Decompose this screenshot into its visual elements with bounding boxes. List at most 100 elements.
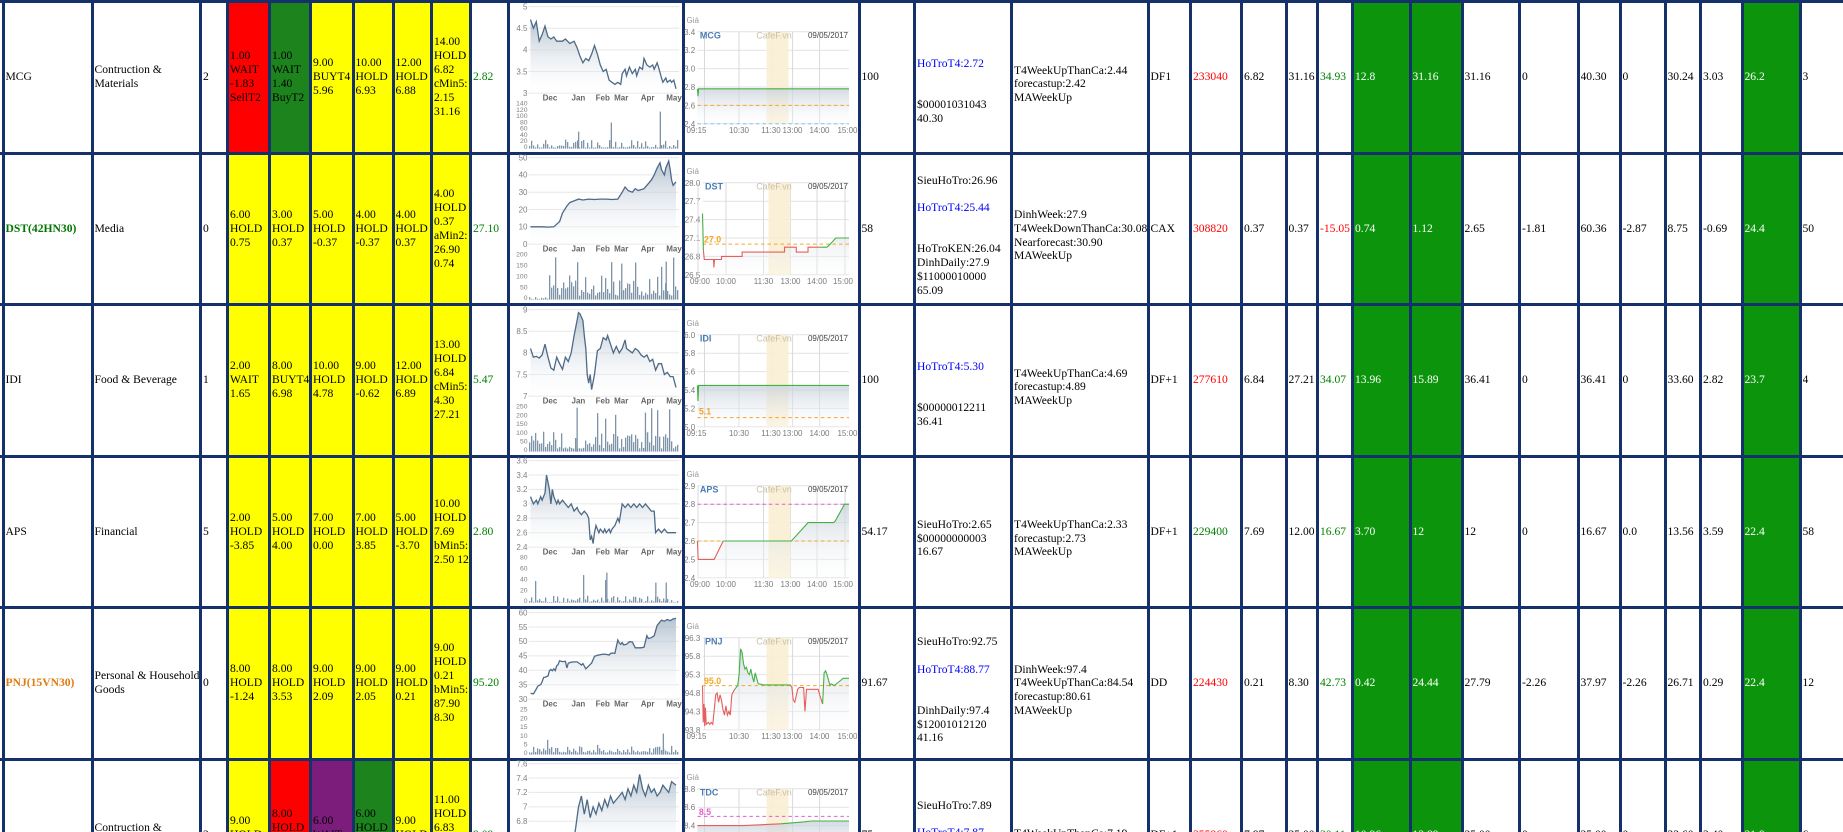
- svg-text:9: 9: [523, 305, 528, 314]
- svg-text:96.3: 96.3: [685, 633, 701, 642]
- svg-text:8.5: 8.5: [516, 327, 528, 336]
- svg-text:5.1: 5.1: [699, 406, 711, 416]
- svg-text:8: 8: [523, 348, 528, 357]
- svg-text:60: 60: [519, 608, 528, 617]
- svg-text:0: 0: [524, 447, 528, 454]
- svg-text:11:30: 11:30: [761, 428, 781, 437]
- svg-text:0: 0: [524, 598, 528, 605]
- svg-text:7: 7: [523, 391, 528, 400]
- svg-text:09/05/2017: 09/05/2017: [808, 637, 849, 646]
- svg-text:60: 60: [520, 566, 528, 573]
- svg-text:14:00: 14:00: [809, 428, 830, 437]
- svg-text:5.0: 5.0: [684, 422, 696, 431]
- svg-text:3: 3: [523, 88, 528, 97]
- svg-text:11:30: 11:30: [761, 731, 781, 740]
- svg-text:100: 100: [516, 113, 528, 120]
- svg-text:09:15: 09:15: [686, 428, 707, 437]
- svg-text:May: May: [666, 93, 682, 102]
- svg-text:30: 30: [519, 694, 528, 703]
- svg-text:Mar: Mar: [614, 93, 628, 102]
- svg-text:55: 55: [519, 622, 528, 631]
- svg-text:09/05/2017: 09/05/2017: [808, 334, 849, 343]
- svg-text:50: 50: [520, 284, 528, 291]
- svg-text:15:00: 15:00: [833, 277, 854, 286]
- svg-text:09/05/2017: 09/05/2017: [808, 788, 849, 797]
- svg-text:IDI: IDI: [700, 333, 712, 343]
- svg-text:Apr: Apr: [641, 699, 655, 708]
- svg-text:15:00: 15:00: [837, 731, 858, 740]
- svg-text:11:30: 11:30: [761, 125, 781, 134]
- svg-text:10:30: 10:30: [729, 731, 750, 740]
- svg-text:4.5: 4.5: [516, 24, 528, 33]
- svg-text:20: 20: [520, 138, 528, 145]
- svg-text:100: 100: [516, 274, 528, 281]
- svg-text:Mar: Mar: [614, 548, 628, 557]
- svg-text:DST: DST: [705, 182, 724, 192]
- svg-text:2.8: 2.8: [684, 83, 696, 92]
- svg-text:09/05/2017: 09/05/2017: [808, 485, 849, 494]
- svg-text:Jan: Jan: [572, 245, 586, 254]
- svg-text:Giá: Giá: [687, 319, 700, 328]
- svg-text:Mar: Mar: [614, 699, 628, 708]
- svg-text:80: 80: [520, 555, 528, 562]
- svg-text:CafeF.vn: CafeF.vn: [756, 30, 792, 40]
- svg-text:Jan: Jan: [572, 699, 586, 708]
- svg-text:20: 20: [520, 587, 528, 594]
- svg-text:Feb: Feb: [596, 396, 610, 405]
- svg-text:95.3: 95.3: [685, 670, 701, 679]
- svg-text:2.5: 2.5: [684, 555, 696, 564]
- svg-text:Giá: Giá: [687, 622, 700, 631]
- svg-text:15:00: 15:00: [837, 125, 858, 134]
- svg-text:2.6: 2.6: [684, 537, 696, 546]
- svg-text:09:00: 09:00: [690, 277, 711, 286]
- svg-text:09:15: 09:15: [686, 731, 707, 740]
- svg-text:CafeF.vn: CafeF.vn: [756, 333, 792, 343]
- svg-text:15: 15: [520, 724, 528, 731]
- svg-text:Jan: Jan: [572, 396, 586, 405]
- svg-text:15:00: 15:00: [837, 428, 858, 437]
- svg-text:CafeF.vn: CafeF.vn: [756, 182, 792, 192]
- svg-text:MCG: MCG: [700, 30, 721, 40]
- svg-text:11:30: 11:30: [754, 277, 774, 286]
- svg-text:0: 0: [524, 295, 528, 302]
- svg-text:Dec: Dec: [543, 93, 558, 102]
- svg-text:2.4: 2.4: [684, 119, 696, 128]
- svg-text:09/05/2017: 09/05/2017: [808, 182, 849, 191]
- svg-text:3.2: 3.2: [684, 46, 696, 55]
- svg-text:2.9: 2.9: [684, 482, 696, 491]
- svg-text:7.4: 7.4: [516, 774, 528, 783]
- svg-text:50: 50: [519, 153, 528, 162]
- svg-text:150: 150: [516, 421, 528, 428]
- svg-text:94.8: 94.8: [685, 689, 701, 698]
- svg-text:200: 200: [516, 252, 528, 259]
- svg-text:Feb: Feb: [596, 548, 610, 557]
- svg-text:2.8: 2.8: [516, 514, 528, 523]
- svg-text:13:00: 13:00: [780, 277, 801, 286]
- svg-text:May: May: [666, 396, 682, 405]
- svg-text:3.4: 3.4: [516, 471, 528, 480]
- svg-text:28.0: 28.0: [685, 179, 701, 188]
- svg-text:Feb: Feb: [596, 93, 610, 102]
- svg-text:0: 0: [523, 240, 528, 249]
- svg-text:3.4: 3.4: [684, 27, 696, 36]
- svg-text:2.8: 2.8: [684, 500, 696, 509]
- svg-text:May: May: [666, 699, 682, 708]
- svg-text:10:00: 10:00: [716, 277, 737, 286]
- svg-text:20: 20: [520, 715, 528, 722]
- svg-text:8.4: 8.4: [684, 822, 696, 831]
- svg-text:CafeF.vn: CafeF.vn: [756, 788, 792, 798]
- svg-text:120: 120: [516, 106, 528, 113]
- svg-text:3.6: 3.6: [516, 456, 528, 465]
- svg-text:2.7: 2.7: [684, 519, 696, 528]
- svg-text:10: 10: [520, 732, 528, 739]
- svg-text:May: May: [666, 245, 682, 254]
- svg-text:140: 140: [516, 100, 528, 107]
- svg-text:95.8: 95.8: [685, 652, 701, 661]
- svg-text:27.4: 27.4: [685, 216, 701, 225]
- svg-text:Apr: Apr: [641, 93, 655, 102]
- svg-text:7.2: 7.2: [516, 788, 528, 797]
- svg-text:6.0: 6.0: [684, 330, 696, 339]
- svg-text:50: 50: [520, 438, 528, 445]
- svg-text:14:00: 14:00: [807, 277, 828, 286]
- svg-text:13:00: 13:00: [782, 125, 803, 134]
